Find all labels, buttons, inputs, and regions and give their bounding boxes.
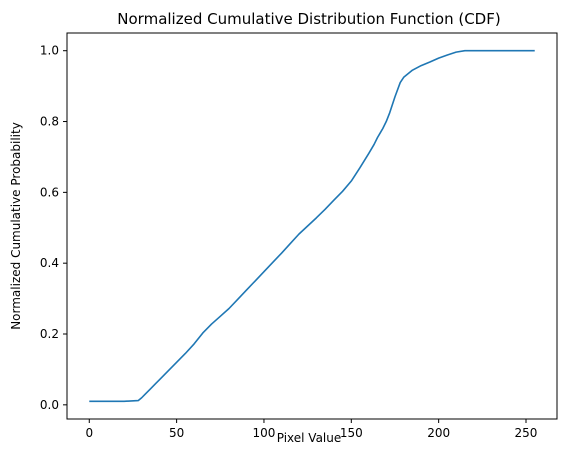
y-tick-label: 0.0	[40, 398, 59, 412]
x-tick-label: 100	[253, 426, 276, 440]
plot-frame	[66, 32, 558, 420]
y-tick-label: 1.0	[40, 44, 59, 58]
y-tick-label: 0.6	[40, 185, 59, 199]
cdf-line	[89, 49, 535, 403]
y-axis-label: Normalized Cumulative Probability	[9, 122, 23, 330]
y-tick-label: 0.4	[40, 256, 59, 270]
x-axis-label: Pixel Value	[277, 431, 342, 445]
x-axis-ticks: 0 50 100 150 200 250	[85, 419, 537, 440]
x-tick-label: 0	[85, 426, 93, 440]
x-tick-label: 250	[515, 426, 538, 440]
plot-area: 0 50 100 150 200 250 0.0 0.2 0.4 0.6 0.8 1.0	[40, 32, 558, 440]
chart-title: Normalized Cumulative Distribution Funct…	[117, 10, 500, 28]
x-tick-label: 200	[427, 426, 450, 440]
x-tick-label: 50	[169, 426, 184, 440]
y-tick-label: 0.2	[40, 327, 59, 341]
y-axis-ticks: 0.0 0.2 0.4 0.6 0.8 1.0	[40, 44, 67, 412]
y-tick-label: 0.8	[40, 115, 59, 129]
x-tick-label: 150	[340, 426, 363, 440]
series-lines	[89, 49, 535, 403]
